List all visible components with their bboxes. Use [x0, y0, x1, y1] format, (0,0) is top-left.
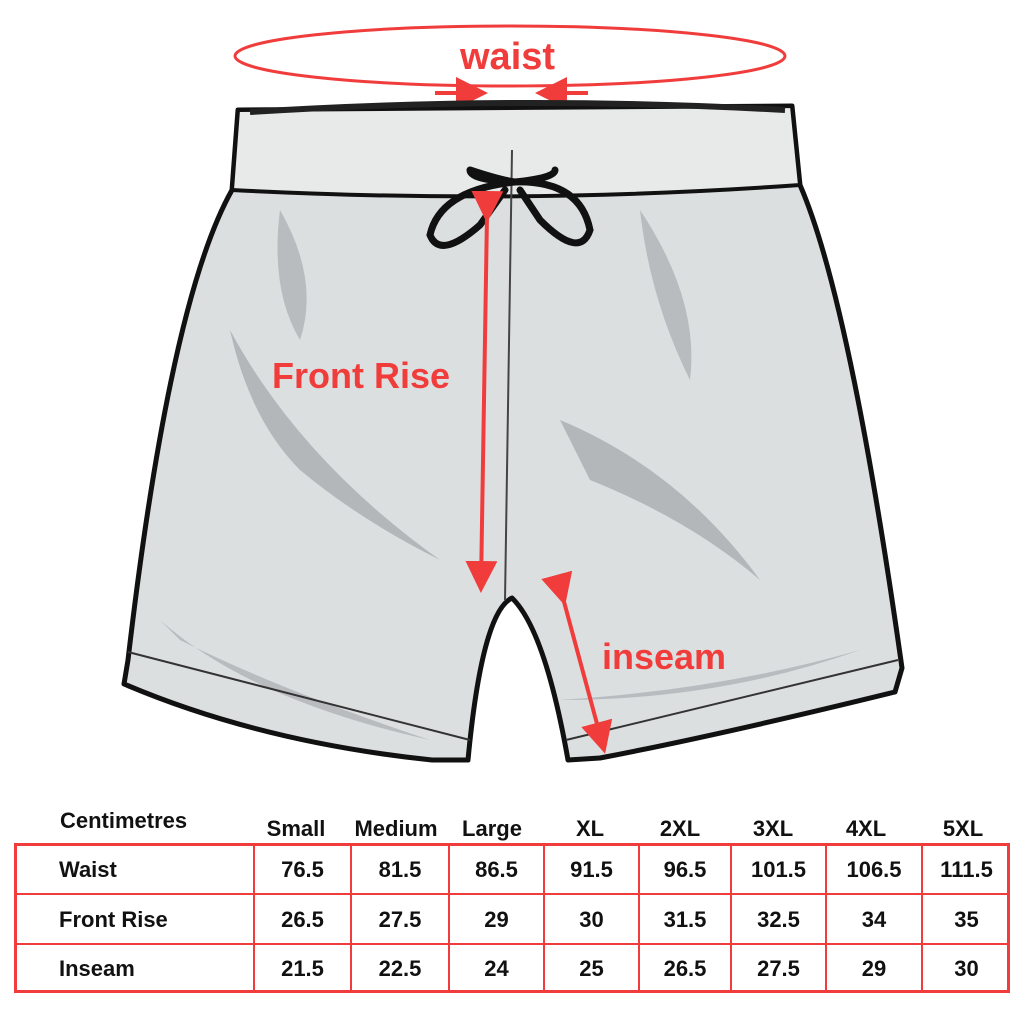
- table-cell: 30: [543, 895, 638, 945]
- table-cell: 30: [921, 945, 1010, 992]
- table-cell: 101.5: [730, 846, 825, 893]
- table-cell: 86.5: [448, 846, 543, 893]
- size-header-5xl: 5XL: [942, 816, 984, 841]
- table-cell: 25: [543, 945, 638, 992]
- table-cell: 31.5: [638, 895, 730, 945]
- table-cell: 32.5: [730, 895, 825, 945]
- inseam-label: inseam: [602, 636, 727, 677]
- waist-label: waist: [460, 36, 556, 78]
- table-row: Front Rise 26.5 27.5 29 30 31.5 32.5 34 35: [17, 893, 1007, 945]
- table-cell: 24: [448, 945, 543, 992]
- table-cell: 26.5: [253, 895, 350, 945]
- front-rise-arrow: [465, 190, 504, 593]
- table-cell: 29: [448, 895, 543, 945]
- table-cell: 34: [825, 895, 921, 945]
- size-header-medium: Medium: [354, 816, 438, 841]
- table-cell: 111.5: [921, 846, 1010, 893]
- table-cell: 76.5: [253, 846, 350, 893]
- table-cell: 91.5: [543, 846, 638, 893]
- table-cell: 27.5: [730, 945, 825, 992]
- size-header-4xl: 4XL: [845, 816, 887, 841]
- front-rise-label: Front Rise: [272, 355, 451, 396]
- table-row: Inseam 21.5 22.5 24 25 26.5 27.5 29 30: [17, 943, 1007, 992]
- row-label: Waist: [59, 856, 117, 882]
- size-header-xl: XL: [575, 816, 605, 841]
- table-cell: 26.5: [638, 945, 730, 992]
- table-cell: 21.5: [253, 945, 350, 992]
- size-header-2xl: 2XL: [659, 816, 701, 841]
- table-cell: 106.5: [825, 846, 921, 893]
- shorts-body: [121, 103, 905, 763]
- inseam-arrow: [541, 570, 613, 754]
- table-cell: 22.5: [350, 945, 448, 992]
- table-cell: 96.5: [638, 846, 730, 893]
- table-row: Waist 76.5 81.5 86.5 91.5 96.5 101.5 106.5 111.5: [17, 846, 1007, 893]
- row-label: Inseam: [59, 955, 135, 981]
- waistband: [229, 103, 803, 199]
- table-cell: 27.5: [350, 895, 448, 945]
- shorts-illustration: [121, 24, 905, 763]
- table-cell: 35: [921, 895, 1010, 945]
- waist-ellipse: [233, 24, 787, 88]
- table-cell: 81.5: [350, 846, 448, 893]
- drawstring: [426, 166, 594, 249]
- row-label: Front Rise: [59, 907, 168, 932]
- unit-header: Centimetres: [60, 808, 188, 833]
- size-header-large: Large: [462, 816, 522, 841]
- size-table: Waist 76.5 81.5 86.5 91.5 96.5 101.5 106.5 111.5…: [14, 843, 1010, 993]
- table-cell: 29: [825, 945, 921, 992]
- size-table-header: Centimetres Small Medium Large XL 2XL 3XL 4XL 5…: [0, 808, 1024, 844]
- size-header-small: Small: [266, 816, 326, 841]
- size-header-3xl: 3XL: [752, 816, 794, 841]
